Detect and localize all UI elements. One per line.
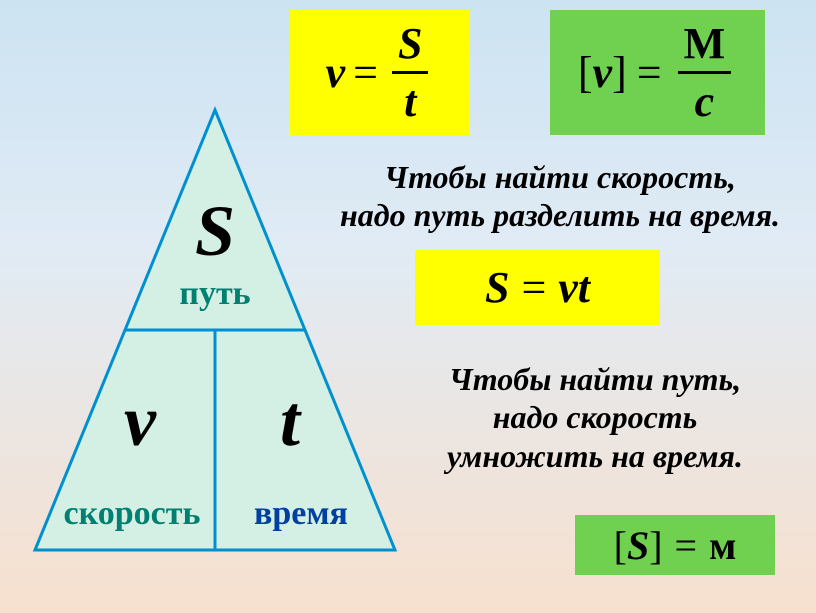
triangle-right-symbol: t [215, 380, 365, 463]
triangle-left-symbol: v [65, 380, 215, 463]
t1-line2: надо путь разделить на время. [300, 196, 816, 234]
formula-velocity: v = S t [290, 10, 470, 135]
formula-distance-units: [ S ] = м [575, 515, 775, 575]
f2-num: М [678, 18, 732, 71]
f3-S: S [485, 262, 509, 313]
f4-S: S [627, 522, 649, 569]
triangle-left-label: скорость [47, 495, 217, 533]
f3-eq: = [521, 262, 546, 313]
f2-fraction: М с [678, 18, 732, 127]
f2-eq: = [637, 47, 662, 98]
f4-unit: м [709, 522, 736, 569]
formula-velocity-units: [ v ] = М с [550, 10, 765, 135]
f2-v: v [593, 47, 613, 98]
triangle-top-label: путь [25, 275, 405, 313]
t2-line3: умножить на время. [395, 437, 795, 475]
f4-eq: = [675, 522, 698, 569]
formula-distance: S = v t [415, 250, 660, 325]
f2-rb: ] [612, 47, 627, 98]
f3-v: v [558, 262, 578, 313]
triangle-right-label: время [221, 495, 381, 533]
f1-v: v [326, 47, 346, 98]
text-distance-rule: Чтобы найти путь, надо скорость умножить… [395, 360, 795, 475]
f3-t: t [578, 262, 590, 313]
f4-rb: ] [649, 522, 662, 569]
t2-line1: Чтобы найти путь, [395, 360, 795, 398]
t2-line2: надо скорость [395, 398, 795, 436]
f1-eq: = [353, 47, 378, 98]
f4-lb: [ [614, 522, 627, 569]
f2-den: с [689, 74, 721, 127]
f2-lb: [ [578, 47, 593, 98]
text-velocity-rule: Чтобы найти скорость, надо путь разделит… [300, 158, 816, 235]
f1-fraction: S t [392, 18, 428, 127]
f1-num: S [392, 18, 428, 71]
t1-line1: Чтобы найти скорость, [300, 158, 816, 196]
f1-den: t [398, 74, 422, 127]
